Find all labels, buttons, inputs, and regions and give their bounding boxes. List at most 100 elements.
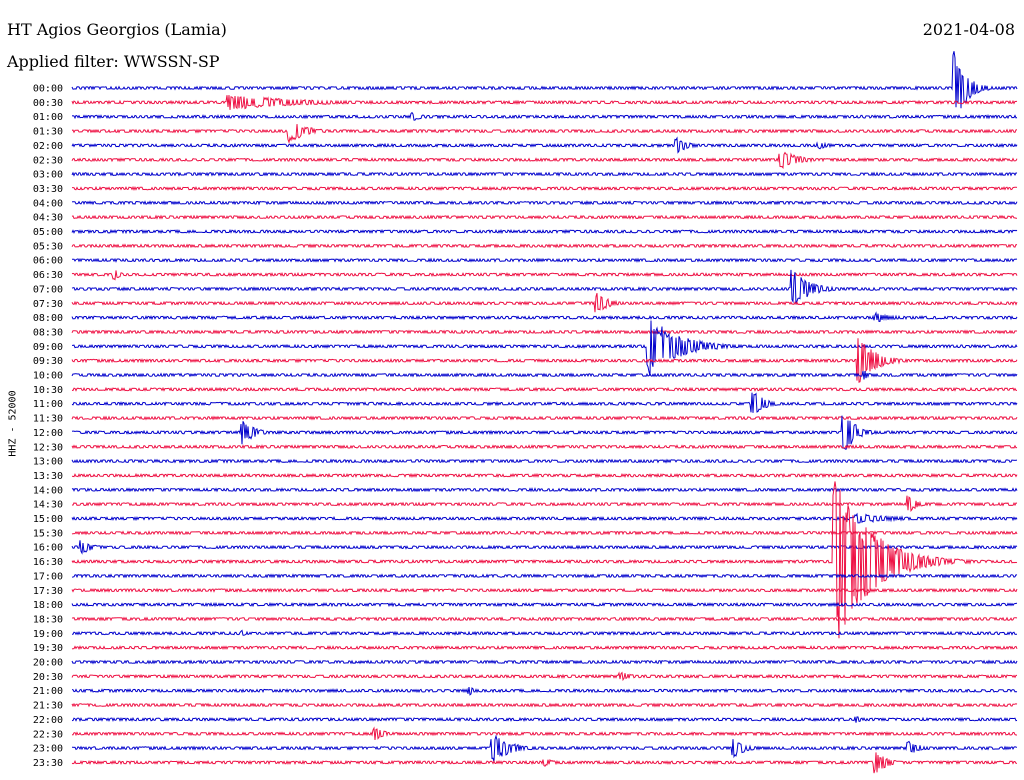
seismic-trace-row	[71, 338, 1018, 383]
time-tick-label: 17:00	[33, 571, 63, 582]
seismic-trace-row	[71, 200, 1018, 206]
seismic-trace-row	[71, 95, 1018, 110]
time-tick-label: 13:30	[33, 471, 63, 482]
seismic-trace-row	[71, 512, 1018, 524]
seismic-trace-row	[71, 111, 1018, 121]
seismic-trace-row	[71, 671, 1017, 682]
time-tick-label: 09:30	[33, 356, 63, 367]
seismic-trace-row	[71, 472, 1018, 479]
seismic-trace-row	[71, 687, 1018, 696]
seismic-trace-row	[72, 629, 1017, 636]
seismic-trace-row	[71, 270, 1018, 281]
seismic-trace-row	[71, 151, 1018, 169]
seismic-trace-row	[71, 228, 1018, 235]
time-tick-label: 10:30	[33, 385, 63, 396]
seismic-trace-row	[71, 659, 1018, 665]
time-tick-label: 07:30	[33, 299, 63, 310]
time-tick-label: 04:30	[33, 213, 63, 224]
seismic-trace-row	[71, 458, 1018, 464]
time-tick-label: 17:30	[33, 586, 63, 597]
seismic-trace-row	[71, 51, 1018, 109]
filter-label: Applied filter: WWSSN-SP	[7, 52, 220, 71]
time-tick-label: 03:30	[33, 184, 63, 195]
time-tick-label: 18:00	[33, 600, 63, 611]
seismic-trace-row	[71, 370, 1018, 380]
seismic-trace-row	[71, 726, 1017, 740]
time-tick-label: 06:00	[33, 256, 63, 267]
time-tick-label: 21:30	[33, 701, 63, 712]
seismic-trace-row	[71, 752, 1018, 774]
time-tick-label: 14:00	[33, 485, 63, 496]
time-tick-label: 23:00	[33, 744, 63, 755]
time-tick-label: 05:00	[33, 227, 63, 238]
time-tick-label: 01:00	[33, 112, 63, 123]
time-tick-label: 23:30	[33, 758, 63, 769]
time-tick-label: 03:00	[33, 170, 63, 181]
seismic-trace-row	[71, 269, 1018, 305]
time-tick-label: 19:00	[33, 629, 63, 640]
seismic-trace-row	[71, 573, 1018, 579]
time-tick-label: 11:30	[33, 414, 63, 425]
seismic-trace-row	[71, 311, 1018, 323]
time-tick-label: 15:00	[33, 514, 63, 525]
time-tick-label: 02:30	[33, 155, 63, 166]
seismic-trace-row	[71, 601, 1018, 608]
seismic-trace-row	[71, 444, 1018, 450]
time-tick-label: 10:00	[33, 371, 63, 382]
time-tick-label: 00:30	[33, 98, 63, 109]
time-tick-label: 12:00	[33, 428, 63, 439]
time-tick-label: 12:30	[33, 442, 63, 453]
seismic-trace-row	[71, 136, 1018, 154]
seismic-trace-row	[71, 487, 1018, 493]
seismic-trace-row	[71, 392, 1018, 413]
seismic-trace-row	[71, 702, 1018, 708]
time-tick-label: 22:30	[33, 729, 63, 740]
seismic-trace-row	[71, 645, 1018, 651]
seismic-trace-row	[71, 616, 1018, 622]
time-tick-label: 08:30	[33, 327, 63, 338]
time-tick-label: 20:00	[33, 658, 63, 669]
seismic-trace-row	[71, 124, 1018, 144]
seismic-trace-row	[71, 587, 1018, 593]
seismic-trace-row	[72, 734, 1018, 763]
station-title: HT Agios Georgios (Lamia)	[7, 20, 227, 39]
time-tick-label: 13:00	[33, 457, 63, 468]
time-tick-label: 16:30	[33, 557, 63, 568]
seismic-trace-row	[71, 415, 1018, 451]
time-tick-label: 09:00	[33, 342, 63, 353]
seismic-trace-row	[71, 495, 1018, 512]
seismic-trace-row	[71, 716, 1018, 723]
seismic-trace-row	[71, 481, 1018, 639]
seismic-trace-row	[72, 185, 1018, 192]
time-tick-label: 19:30	[33, 643, 63, 654]
seismic-trace-row	[71, 257, 1018, 263]
time-tick-label: 00:00	[33, 84, 63, 95]
seismic-trace-row	[71, 171, 1018, 177]
seismic-trace-row	[71, 214, 1017, 220]
seismic-trace-row	[71, 386, 1017, 392]
time-tick-label: 22:00	[33, 715, 63, 726]
time-tick-label: 15:30	[33, 528, 63, 539]
seismic-trace-row	[71, 540, 1018, 555]
time-tick-label: 14:30	[33, 500, 63, 511]
time-tick-label: 21:00	[33, 686, 63, 697]
seismic-trace-row	[71, 415, 1018, 421]
time-tick-label: 02:00	[33, 141, 63, 152]
time-tick-label: 16:00	[33, 543, 63, 554]
time-tick-label: 08:00	[33, 313, 63, 324]
time-tick-label: 04:00	[33, 198, 63, 209]
seismic-trace-row	[71, 329, 1017, 335]
seismic-trace-row	[71, 293, 1018, 313]
time-tick-label: 11:00	[33, 399, 63, 410]
seismic-trace-row	[71, 243, 1018, 249]
time-tick-label: 05:30	[33, 241, 63, 252]
time-tick-label: 07:00	[33, 284, 63, 295]
time-tick-label: 18:30	[33, 614, 63, 625]
time-tick-label: 01:30	[33, 127, 63, 138]
time-tick-label: 06:30	[33, 270, 63, 281]
seismic-trace-row	[71, 530, 1018, 536]
date-label: 2021-04-08	[922, 20, 1015, 39]
time-tick-label: 20:30	[33, 672, 63, 683]
seismic-trace-row	[72, 320, 1018, 376]
